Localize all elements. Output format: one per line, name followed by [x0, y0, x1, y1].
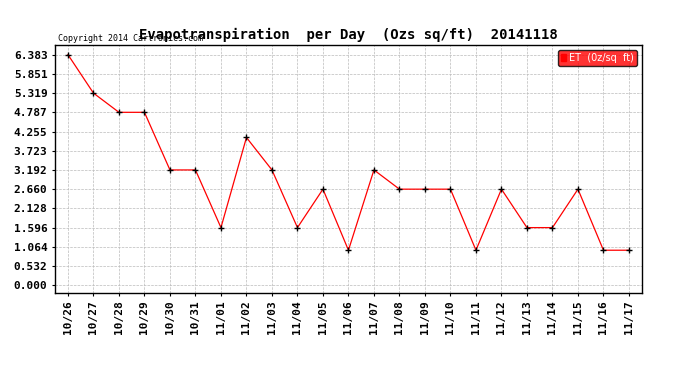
Legend: ET  (0z/sq  ft): ET (0z/sq ft) [558, 50, 637, 66]
Text: Copyright 2014 Cartronics.com: Copyright 2014 Cartronics.com [58, 33, 203, 42]
Title: Evapotranspiration  per Day  (Ozs sq/ft)  20141118: Evapotranspiration per Day (Ozs sq/ft) 2… [139, 28, 558, 42]
